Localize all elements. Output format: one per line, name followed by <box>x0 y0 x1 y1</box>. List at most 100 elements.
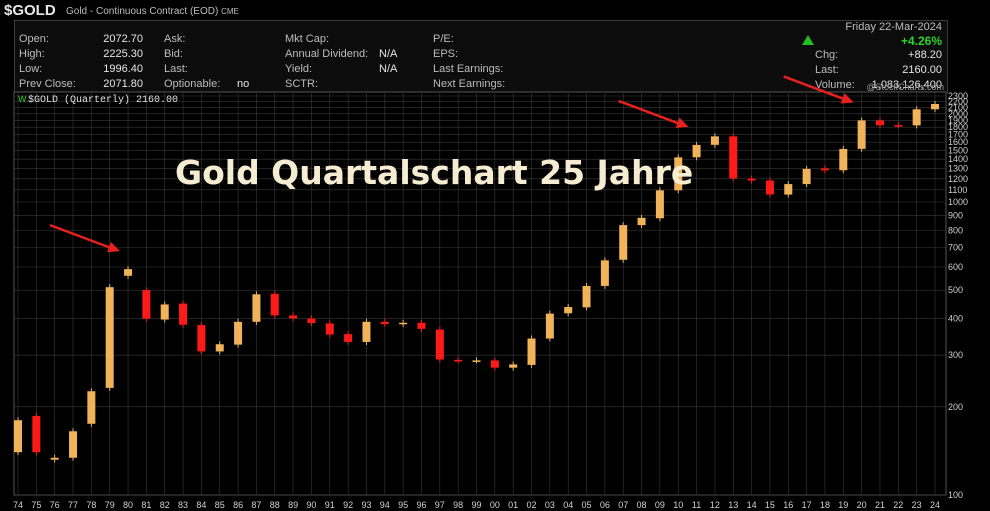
y-tick-label: 1400 <box>948 154 968 164</box>
low-label: Low: <box>19 63 43 75</box>
x-tick-label: 79 <box>105 500 115 510</box>
x-tick-label: 21 <box>875 500 885 510</box>
x-tick-label: 75 <box>31 500 41 510</box>
symbol-description: Gold - Continuous Contract (EOD) CME <box>66 6 239 17</box>
sctr-label: SCTR: <box>285 78 318 90</box>
x-tick-label: 86 <box>233 500 243 510</box>
high-label: High: <box>19 48 45 60</box>
y-tick-label: 900 <box>948 210 963 220</box>
candle <box>234 321 243 345</box>
x-tick-label: 83 <box>178 500 188 510</box>
candle <box>839 148 848 171</box>
x-tick-label: 02 <box>527 500 537 510</box>
annual-dividend-label: Annual Dividend: <box>285 48 369 60</box>
candle <box>454 359 463 362</box>
candle <box>490 360 499 368</box>
x-tick-label: 18 <box>820 500 830 510</box>
x-tick-label: 09 <box>655 500 665 510</box>
y-tick-label: 2200 <box>948 97 968 107</box>
optionable-value: no <box>237 78 250 90</box>
grid <box>14 92 946 496</box>
arrow-head <box>107 241 121 253</box>
candle <box>472 360 481 362</box>
x-tick-label: 05 <box>582 500 592 510</box>
candle <box>142 290 151 319</box>
candle <box>14 420 22 453</box>
x-tick-label: 87 <box>251 500 261 510</box>
y-axis: 1002003004005006007008009001000110012001… <box>948 91 968 500</box>
candle <box>527 338 536 365</box>
x-tick-label: 94 <box>380 500 390 510</box>
x-tick-label: 11 <box>692 500 701 510</box>
y-tick-label: 1900 <box>948 115 968 125</box>
candle <box>674 157 683 191</box>
annual-dividend-value: N/A <box>379 48 398 60</box>
candle <box>564 307 573 314</box>
candle <box>179 303 188 325</box>
candle <box>362 321 371 342</box>
prev-close-label: Prev Close: <box>19 78 76 90</box>
x-tick-label: 76 <box>50 500 60 510</box>
last-price-value: 2160.00 <box>902 64 942 76</box>
x-tick-label: 92 <box>343 500 353 510</box>
candle <box>270 293 279 316</box>
y-tick-label: 2000 <box>948 109 968 119</box>
candle <box>545 313 554 339</box>
arrow-shaft <box>783 75 849 102</box>
candle <box>417 322 426 329</box>
x-tick-label: 12 <box>710 500 720 510</box>
x-tick-label: 03 <box>545 500 555 510</box>
watermark: @StockCharts.com <box>866 82 944 92</box>
mkt-cap-label: Mkt Cap: <box>285 33 330 45</box>
x-tick-label: 00 <box>490 500 500 510</box>
y-tick-label: 1100 <box>948 185 967 195</box>
candle <box>619 225 628 260</box>
y-tick-label: 500 <box>948 285 963 295</box>
candle <box>307 318 316 324</box>
next-earnings-label: Next Earnings: <box>433 78 506 90</box>
candle <box>87 391 96 424</box>
last-price-label: Last: <box>815 64 839 76</box>
candle <box>344 334 353 342</box>
candle <box>215 344 224 352</box>
x-tick-label: 90 <box>306 500 316 510</box>
annotation-arrows <box>49 75 854 253</box>
candle <box>637 217 646 226</box>
arrow-head <box>840 93 854 104</box>
y-tick-label: 300 <box>948 350 963 360</box>
candle <box>857 120 866 149</box>
up-arrow-icon <box>802 35 814 45</box>
candle <box>50 457 59 460</box>
candle <box>399 322 408 325</box>
legend-icon: W <box>18 94 27 104</box>
exchange: CME <box>221 7 239 16</box>
x-tick-label: 85 <box>215 500 225 510</box>
candle <box>765 180 774 195</box>
x-tick-label: 89 <box>288 500 298 510</box>
chg-value: +88.20 <box>908 49 942 61</box>
volume-label: Volume: <box>815 79 855 91</box>
x-tick-label: 20 <box>857 500 867 510</box>
x-tick-label: 04 <box>563 500 573 510</box>
candle <box>710 136 719 145</box>
y-tick-label: 600 <box>948 262 963 272</box>
candlesticks <box>14 100 939 463</box>
candle <box>509 364 518 368</box>
candle <box>380 321 389 325</box>
change-percent: +4.26% <box>900 34 942 48</box>
arrow-shaft <box>618 99 684 127</box>
chart-header: $GOLD Gold - Continuous Contract (EOD) C… <box>0 0 990 20</box>
arrow-head <box>675 117 689 129</box>
candle <box>931 103 939 110</box>
candle <box>912 109 921 126</box>
x-tick-label: 14 <box>747 500 757 510</box>
candle <box>325 323 334 335</box>
prev-close-value: 2071.80 <box>103 78 143 90</box>
x-tick-label: 23 <box>912 500 922 510</box>
open-label: Open: <box>19 33 49 45</box>
x-tick-label: 08 <box>637 500 647 510</box>
open-value: 2072.70 <box>103 33 143 45</box>
x-tick-label: 82 <box>160 500 170 510</box>
x-tick-label: 15 <box>765 500 775 510</box>
